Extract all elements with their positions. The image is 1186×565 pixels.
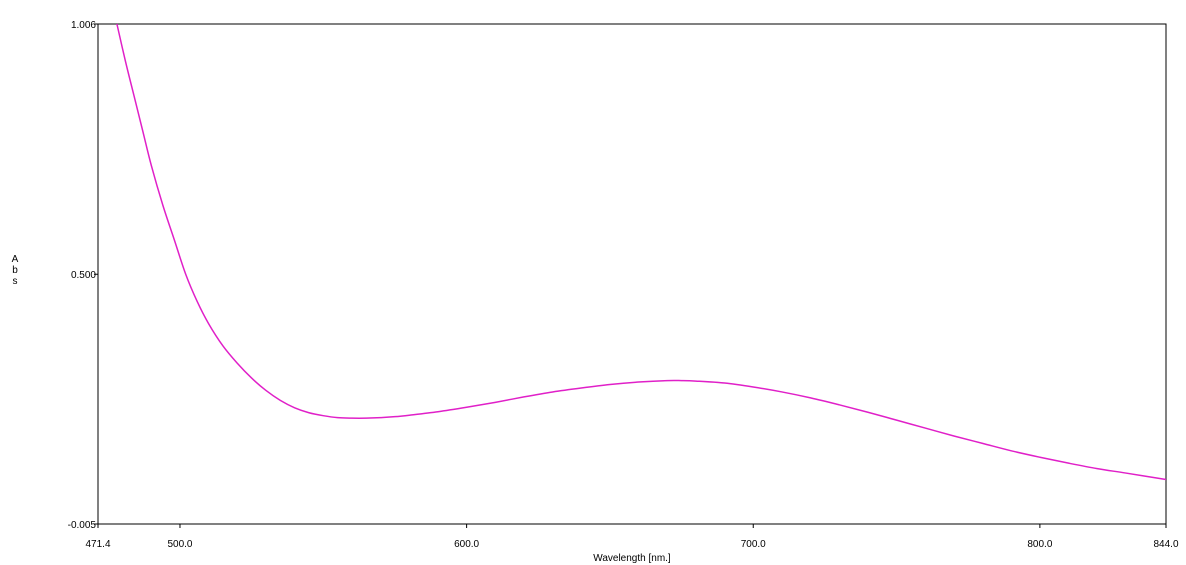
- y-axis-ticks: 1.006 0.500 -0.005: [68, 20, 98, 531]
- x-tick-label: 800.0: [1027, 539, 1052, 550]
- x-tick-label: 600.0: [454, 539, 479, 550]
- y-axis-label-char: b: [12, 265, 18, 276]
- x-tick-label: 700.0: [741, 539, 766, 550]
- x-tick-label: 500.0: [167, 539, 192, 550]
- x-tick-label: 844.0: [1153, 539, 1178, 550]
- y-axis-label: Abs: [12, 254, 19, 287]
- spectrum-line: [116, 23, 1167, 481]
- y-tick-label: 0.500: [71, 270, 96, 281]
- x-axis-ticks: 471.4 500.0 600.0 700.0 800.0 844.0: [85, 524, 1179, 550]
- y-axis-label-char: A: [12, 254, 19, 265]
- y-axis-label-char: s: [13, 276, 18, 287]
- plot-frame: [97, 23, 1167, 525]
- y-tick-label: 1.006: [71, 20, 96, 31]
- x-axis-label: Wavelength [nm.]: [593, 553, 671, 564]
- y-tick-label: -0.005: [68, 520, 97, 531]
- x-tick-label: 471.4: [85, 539, 110, 550]
